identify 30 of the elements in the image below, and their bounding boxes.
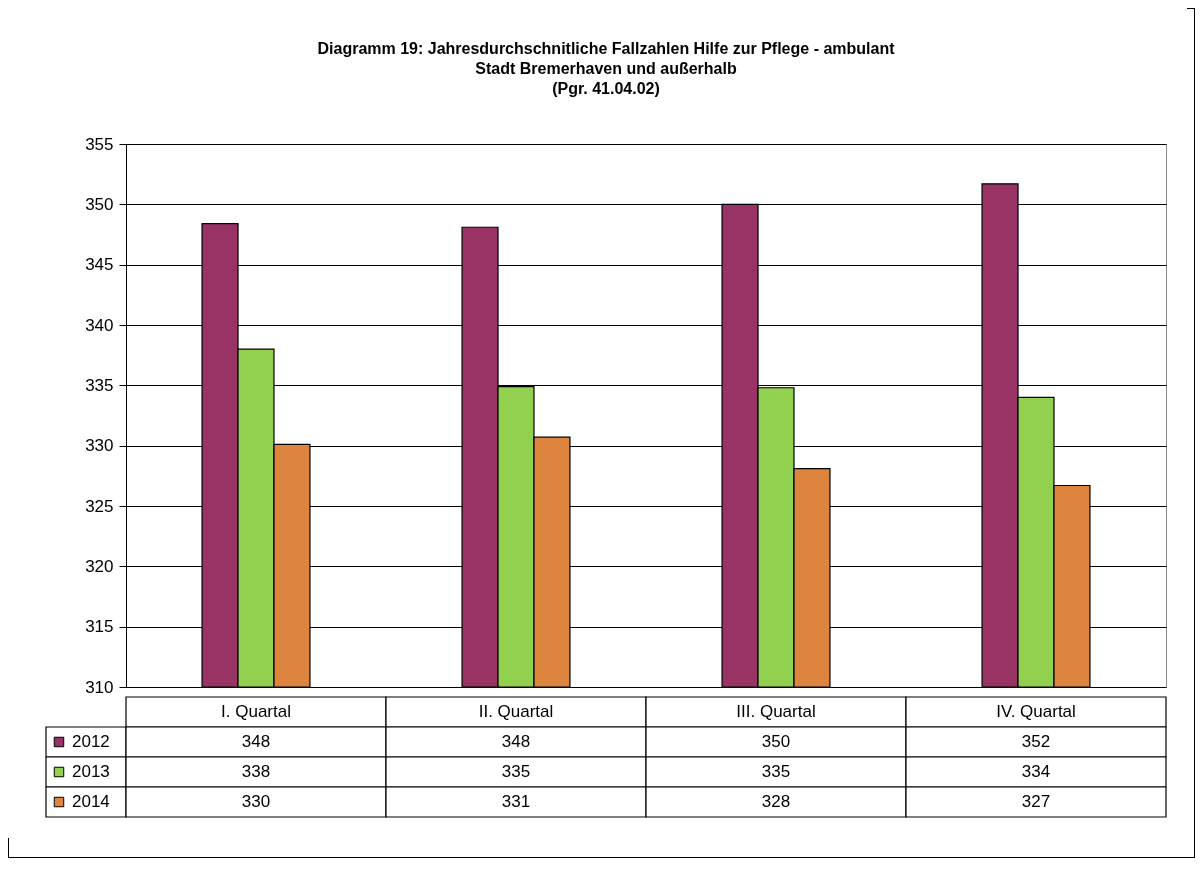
y-tick-label: 335 bbox=[85, 375, 114, 395]
y-tick-label: 325 bbox=[85, 496, 114, 516]
x-tick-label: II. Quartal bbox=[478, 702, 554, 721]
data-label: 352 bbox=[1021, 732, 1051, 751]
chart-title: Diagramm 19: Jahresdurchschnitliche Fallzahlen Hilfe zur Pflege - ambulant Stadt Bremerhaven und außerhalb (Pgr. 41.04.02) bbox=[317, 39, 896, 97]
data-label: 350 bbox=[761, 732, 791, 751]
y-tick-label: 315 bbox=[85, 617, 114, 637]
data-label: 338 bbox=[241, 762, 271, 781]
data-label: 348 bbox=[241, 732, 271, 751]
x-tick-label: III. Quartal bbox=[736, 702, 816, 721]
y-tick-label: 310 bbox=[85, 677, 114, 697]
data-label: 328 bbox=[761, 792, 791, 811]
data-label: 327 bbox=[1021, 792, 1051, 811]
y-tick-label: 350 bbox=[85, 194, 114, 214]
y-tick-label: 340 bbox=[85, 315, 114, 335]
legend-label: 2014 bbox=[72, 792, 110, 811]
data-label: 330 bbox=[241, 792, 271, 811]
legend-label: 2013 bbox=[72, 762, 110, 781]
data-label: 334 bbox=[1021, 762, 1051, 781]
y-tick-label: 345 bbox=[85, 255, 114, 275]
x-tick-label: I. Quartal bbox=[221, 702, 291, 721]
data-label: 331 bbox=[501, 792, 531, 811]
data-label: 348 bbox=[501, 732, 531, 751]
legend-label: 2012 bbox=[72, 732, 110, 751]
data-label: 335 bbox=[501, 762, 531, 781]
y-tick-label: 330 bbox=[85, 436, 114, 456]
x-tick-label: IV. Quartal bbox=[996, 702, 1076, 721]
data-label: 335 bbox=[761, 762, 791, 781]
y-tick-label: 320 bbox=[85, 556, 114, 576]
y-tick-label: 355 bbox=[85, 134, 114, 154]
